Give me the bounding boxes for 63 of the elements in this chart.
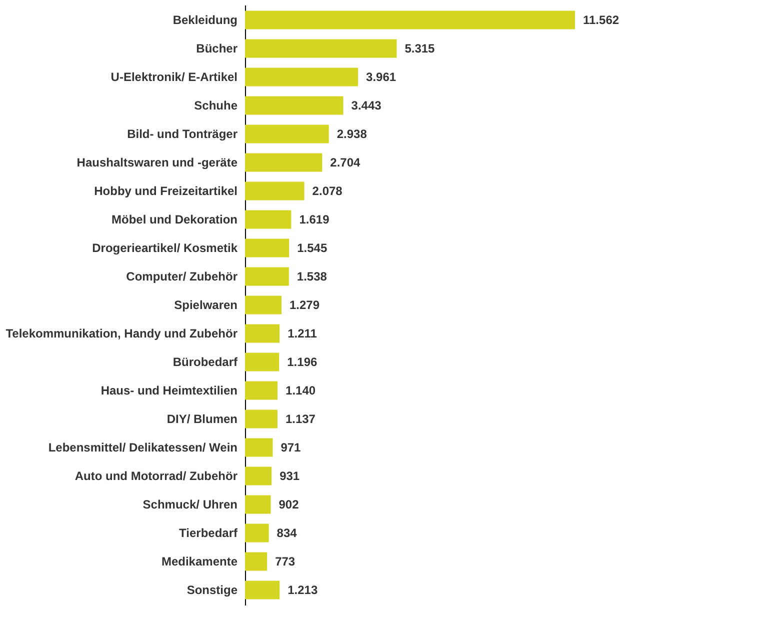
y-tick-label: Spielwaren xyxy=(174,298,238,312)
bar xyxy=(245,410,278,428)
bar xyxy=(245,267,289,286)
data-label: 2.938 xyxy=(336,126,368,141)
y-tick-label: Bild- und Tonträger xyxy=(127,126,238,141)
bar xyxy=(245,352,280,372)
data-label: 1.538 xyxy=(296,269,328,284)
data-label: 1.196 xyxy=(287,355,318,370)
y-tick-label: Haushaltswaren und -geräte xyxy=(76,155,238,170)
bar xyxy=(245,324,280,343)
bar xyxy=(245,182,304,200)
y-tick-label: Telekommunikation, Handy und Zubehör xyxy=(6,326,238,341)
data-label: 931 xyxy=(280,469,300,484)
y-tick-label: Lebensmittel/ Delikatessen/ Wein xyxy=(48,440,238,455)
data-label: 834 xyxy=(276,526,298,540)
data-label: 1.211 xyxy=(288,326,318,341)
data-label: 1.140 xyxy=(286,384,316,398)
y-tick-label: Bücher xyxy=(196,41,238,56)
data-label: 2.078 xyxy=(312,184,343,198)
data-label: 1.619 xyxy=(299,212,330,226)
bar xyxy=(245,68,358,86)
bar xyxy=(245,495,271,514)
y-tick-label: Drogerieartikel/ Kosmetik xyxy=(92,240,238,255)
bar xyxy=(245,210,292,229)
bar xyxy=(245,296,282,314)
data-label: 11.562 xyxy=(583,12,620,27)
bar xyxy=(245,238,290,258)
bar xyxy=(245,153,322,172)
bar xyxy=(245,438,273,457)
bar xyxy=(245,552,268,571)
bar xyxy=(245,580,280,600)
data-label: 902 xyxy=(278,498,300,512)
bar xyxy=(245,381,278,400)
y-tick-label: Computer/ Zubehör xyxy=(126,269,238,284)
data-label: 1.213 xyxy=(288,583,318,598)
bar xyxy=(245,466,272,486)
y-tick-label: Schuhe xyxy=(194,98,238,112)
data-label: 1.279 xyxy=(290,298,320,312)
y-tick-label: Tierbedarf xyxy=(179,526,238,540)
y-tick-label: Medikamente xyxy=(161,554,238,569)
data-label: 5.315 xyxy=(404,41,436,56)
y-tick-label: Sonstige xyxy=(186,583,238,598)
y-tick-label: Haus- und Heimtextilien xyxy=(100,384,238,398)
data-label: 2.704 xyxy=(330,155,361,170)
y-tick-label: U-Elektronik/ E-Artikel xyxy=(110,70,238,84)
data-label: 971 xyxy=(280,440,302,455)
y-tick-label: Bekleidung xyxy=(172,12,238,27)
bar xyxy=(245,96,344,115)
data-label: 3.443 xyxy=(351,98,382,112)
data-label: 1.137 xyxy=(285,412,316,426)
bar xyxy=(245,524,269,542)
y-tick-label: Möbel und Dekoration xyxy=(112,212,238,226)
data-label: 3.961 xyxy=(366,70,396,84)
y-tick-label: DIY/ Blumen xyxy=(166,412,238,426)
y-tick-label: Schmuck/ Uhren xyxy=(142,498,238,512)
y-tick-label: Bürobedarf xyxy=(172,355,238,370)
y-tick-label: Auto und Motorrad/ Zubehör xyxy=(74,469,238,484)
bar xyxy=(245,10,575,30)
bar xyxy=(245,39,397,58)
data-label: 1.545 xyxy=(297,240,328,255)
bar xyxy=(245,124,329,144)
y-tick-label: Hobby und Freizeitartikel xyxy=(94,184,238,198)
data-label: 773 xyxy=(275,554,296,569)
